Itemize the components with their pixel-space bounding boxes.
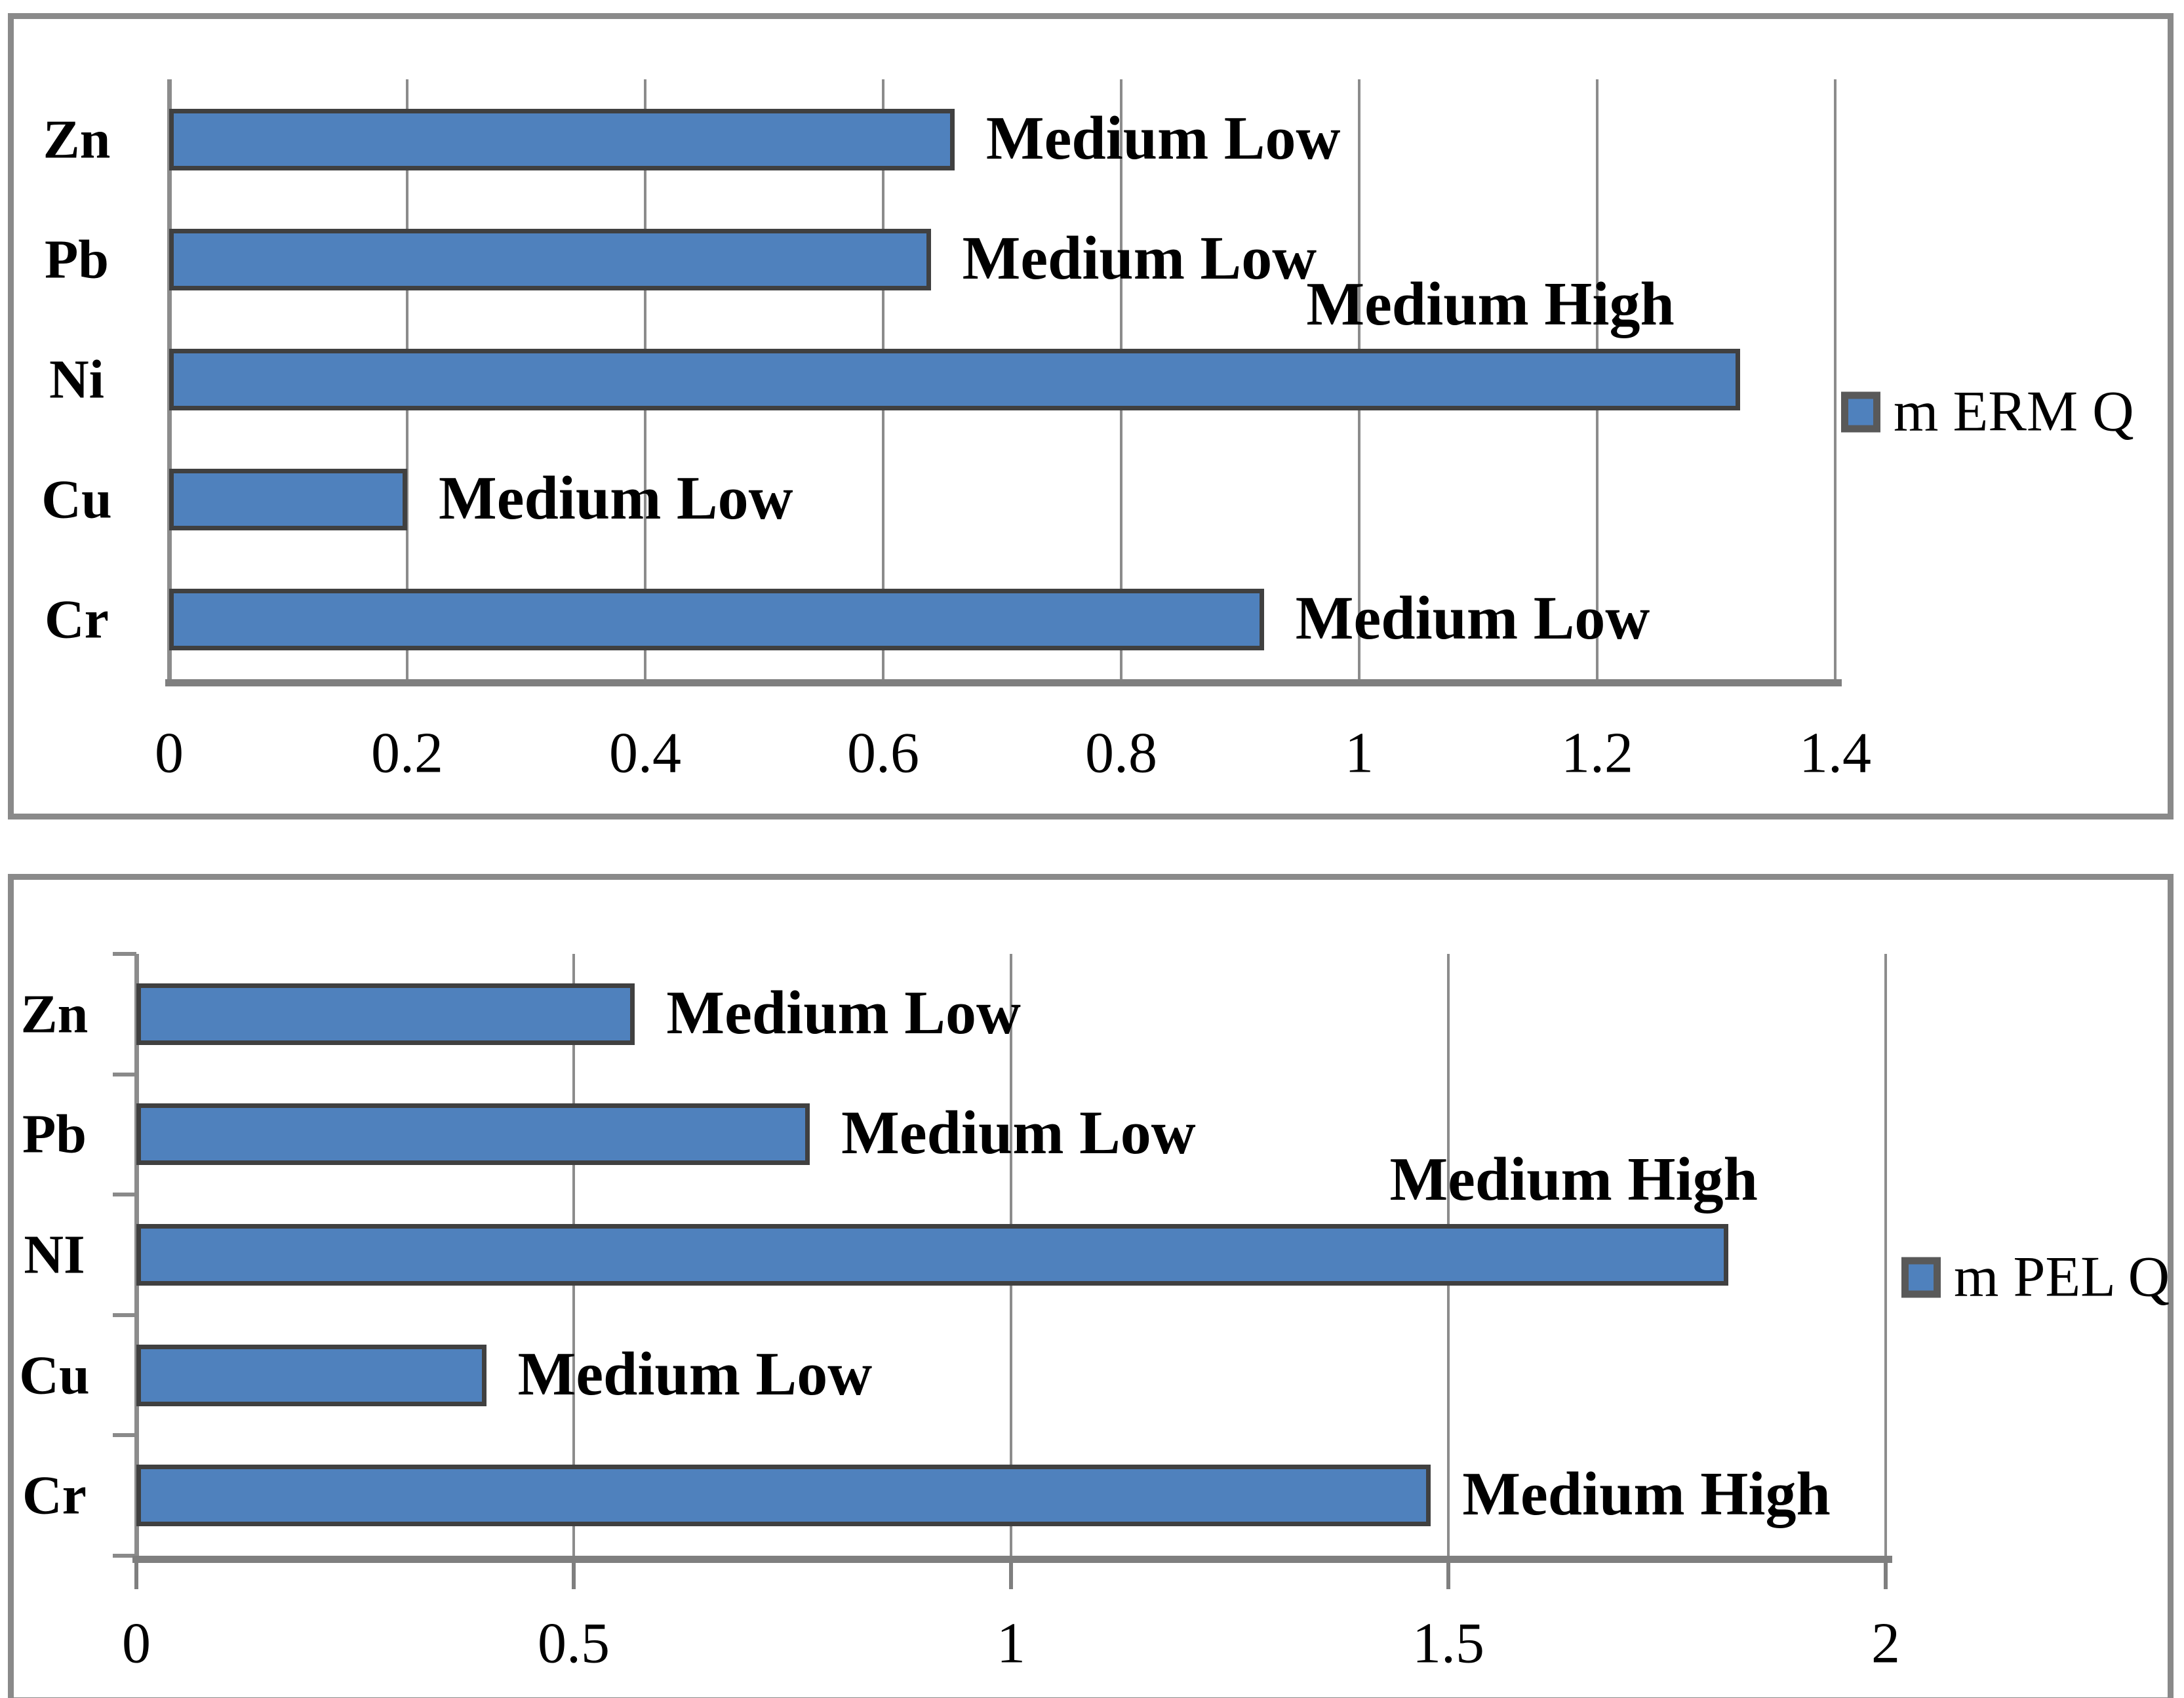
- category-label: Zn: [20, 983, 89, 1045]
- x-tick-label: 2: [1871, 1611, 1900, 1676]
- x-tick-label: 1.2: [1561, 721, 1633, 785]
- bar-cr: [136, 1465, 1431, 1527]
- category-label: Ni: [49, 349, 104, 410]
- x-axis-tick: [1884, 1563, 1888, 1589]
- x-tick-label: 0.6: [847, 721, 919, 785]
- x-tick-label: 1: [1345, 721, 1374, 785]
- bar-label: Medium Low: [666, 978, 1021, 1047]
- x-axis-tick: [572, 1563, 576, 1589]
- bar-ni: [169, 348, 1740, 410]
- y-axis-tick: [113, 1072, 136, 1076]
- y-axis-tick: [113, 952, 136, 956]
- pel-q-chart: m PEL Q 0 0.5 1 1.5 2 Zn Medium Low Pb Medium Lo…: [8, 874, 2174, 1698]
- x-tick-label: 0.8: [1085, 721, 1157, 785]
- x-axis-tick: [134, 1563, 138, 1589]
- x-tick-label: 1.4: [1799, 721, 1871, 785]
- category-label: Cr: [22, 1465, 87, 1526]
- gridline: [1834, 79, 1837, 679]
- bar-label: Medium Low: [985, 104, 1341, 172]
- category-label: NI: [24, 1224, 85, 1286]
- legend-swatch-icon: [1901, 1257, 1941, 1297]
- x-tick-label: 1: [997, 1611, 1025, 1676]
- category-label: Cr: [45, 589, 109, 650]
- category-label: Pb: [44, 229, 109, 290]
- x-axis-line: [132, 1556, 1892, 1563]
- x-axis-tick: [1446, 1563, 1450, 1589]
- bar-label: Medium High: [1389, 1145, 1758, 1214]
- bar-label: Medium High: [1462, 1460, 1831, 1529]
- legend-swatch-icon: [1841, 391, 1880, 432]
- bar-label: Medium Low: [1295, 583, 1650, 652]
- category-label: Pb: [22, 1103, 87, 1165]
- bar-cu: [169, 468, 407, 530]
- bar-pb: [136, 1103, 810, 1166]
- x-tick-label: 0.5: [538, 1611, 610, 1676]
- x-axis-tick: [1009, 1563, 1013, 1589]
- bar-label: Medium High: [1306, 269, 1675, 338]
- category-label: Cu: [19, 1345, 90, 1406]
- x-tick-label: 0.4: [609, 721, 681, 785]
- bar-label: Medium Low: [962, 224, 1317, 292]
- y-axis-tick: [113, 1193, 136, 1197]
- bar-label: Medium Low: [439, 464, 793, 532]
- legend-label: m ERM Q: [1894, 380, 2134, 444]
- bar-zn: [136, 983, 635, 1045]
- bar-label: Medium Low: [841, 1099, 1196, 1168]
- y-axis-tick: [113, 1554, 136, 1558]
- y-axis-tick: [113, 1313, 136, 1317]
- category-label: Cu: [41, 469, 112, 530]
- gridline: [1884, 954, 1887, 1556]
- y-axis-tick: [113, 1433, 136, 1438]
- legend: m ERM Q: [1841, 379, 2134, 445]
- bar-cr: [169, 588, 1264, 650]
- bar-zn: [169, 108, 955, 170]
- category-label: Zn: [43, 109, 111, 170]
- bar-label: Medium Low: [517, 1339, 873, 1408]
- legend: m PEL Q: [1901, 1244, 2170, 1311]
- x-tick-label: 0.2: [371, 721, 443, 785]
- bar-cu: [136, 1344, 486, 1406]
- bar-ni: [136, 1224, 1728, 1286]
- bar-pb: [169, 228, 931, 290]
- erm-q-chart: m ERM Q 0 0.2 0.4 0.6 0.8 1 1.2 1.4 Zn Medium Low…: [8, 13, 2174, 819]
- x-tick-label: 1.5: [1412, 1611, 1484, 1676]
- legend-label: m PEL Q: [1954, 1245, 2170, 1309]
- x-tick-label: 0: [155, 721, 184, 785]
- x-axis-line: [165, 679, 1842, 686]
- x-tick-label: 0: [122, 1611, 151, 1676]
